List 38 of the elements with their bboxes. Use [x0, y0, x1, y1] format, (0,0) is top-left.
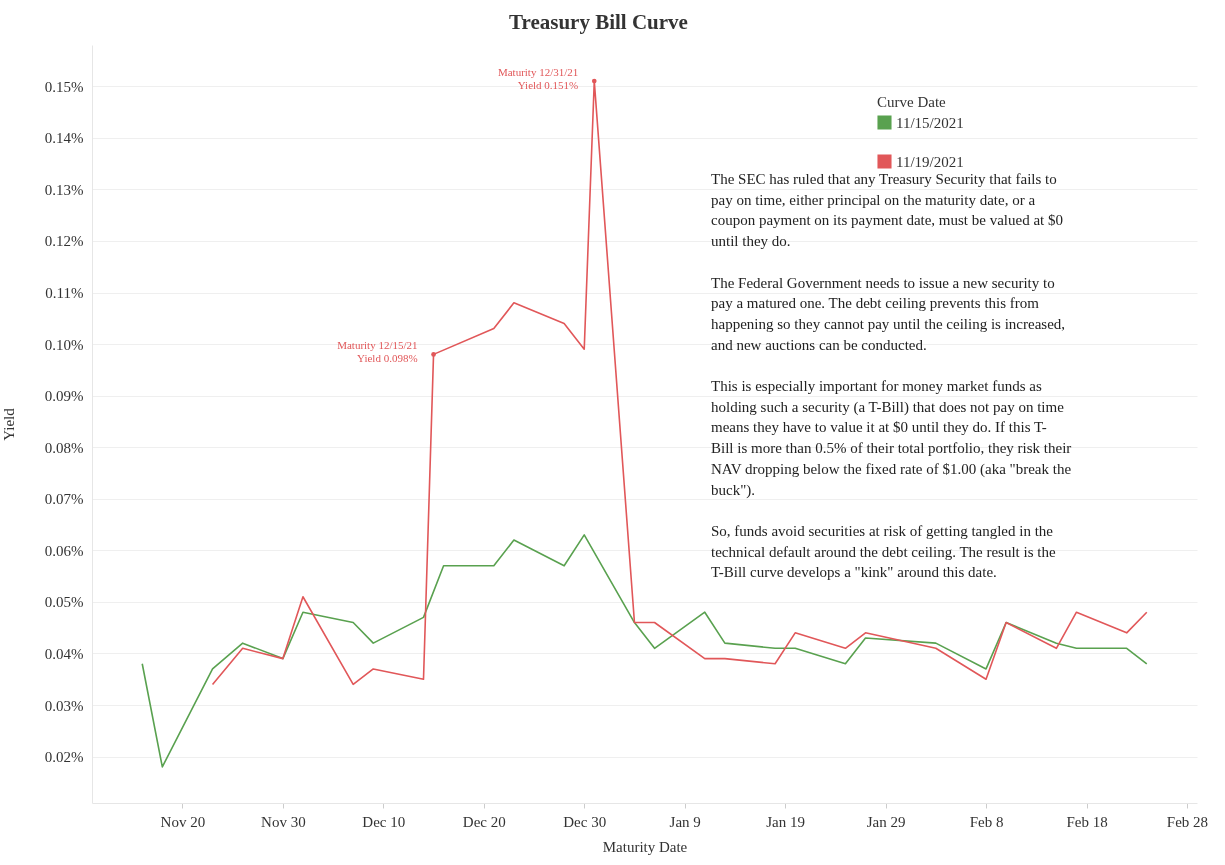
y-tick-label: 0.12%: [44, 233, 84, 250]
annotation: Maturity 12/31/21 Yield 0.151%: [497, 66, 579, 92]
x-tick-label: Jan 29: [866, 813, 906, 830]
x-tick-label: Feb 18: [1066, 813, 1108, 830]
annotation: The SEC has ruled that any Treasury Security that fails to pay on time, either principal on the maturity date, or a coupon payment on its payment date, must be valued at $0 until they do.: [711, 171, 1064, 250]
y-tick-label: 0.10%: [44, 336, 84, 353]
x-tick-label: Dec 10: [362, 813, 406, 830]
y-tick-label: 0.04%: [44, 645, 84, 662]
x-tick-label: Nov 20: [160, 813, 206, 830]
y-tick-label: 0.09%: [44, 388, 84, 405]
y-tick-label: 0.08%: [44, 439, 84, 456]
annotation: Maturity 12/15/21 Yield 0.098%: [337, 339, 418, 365]
y-axis-title: Yield: [0, 407, 17, 441]
chart-title: Treasury Bill Curve: [509, 10, 688, 34]
y-tick-label: 0.07%: [44, 491, 84, 508]
x-tick-label: Feb 28: [1166, 813, 1209, 830]
annotation: This is especially important for money market funds as holding such a security (a T-Bill) that does not pay on time means they have to value it at $0 until they do. If this T- Bill is more than 0.5% of their total portfolio, they risk their NAV dropping below the fixed rate of $1.00 (aka "break the buck").: [711, 378, 1072, 499]
legend-label: 11/19/2021: [896, 153, 964, 170]
x-tick-label: Jan 19: [766, 813, 806, 830]
y-tick-label: 0.15%: [44, 78, 84, 95]
x-tick-label: Nov 30: [261, 813, 306, 830]
y-tick-label: 0.03%: [44, 697, 84, 714]
y-tick-label: 0.05%: [44, 594, 84, 611]
x-tick-label: Dec 20: [462, 813, 506, 830]
x-tick-label: Jan 9: [669, 813, 701, 830]
x-tick-label: Feb 8: [969, 813, 1004, 830]
y-tick-label: 0.11%: [45, 285, 84, 302]
x-tick-label: Dec 30: [563, 813, 607, 830]
annotation: So, funds avoid securities at risk of getting tangled in the technical default around the debt ceiling. The result is the T-Bill curve develops a "kink" around this date.: [711, 522, 1056, 581]
legend-label: 11/15/2021: [896, 114, 964, 131]
y-tick-label: 0.13%: [44, 181, 84, 198]
y-tick-label: 0.14%: [44, 130, 84, 147]
y-tick-label: 0.06%: [44, 542, 84, 559]
x-axis-title: Maturity Date: [602, 838, 688, 855]
legend-title: Curve Date: [877, 94, 947, 110]
y-tick-label: 0.02%: [44, 749, 84, 766]
annotation: The Federal Government needs to issue a new security to pay a matured one. The debt ceiling prevents this from happening so they cannot pay until the ceiling is increased, and new auctions can be conducted.: [711, 274, 1066, 353]
line-series: [211, 80, 1148, 686]
